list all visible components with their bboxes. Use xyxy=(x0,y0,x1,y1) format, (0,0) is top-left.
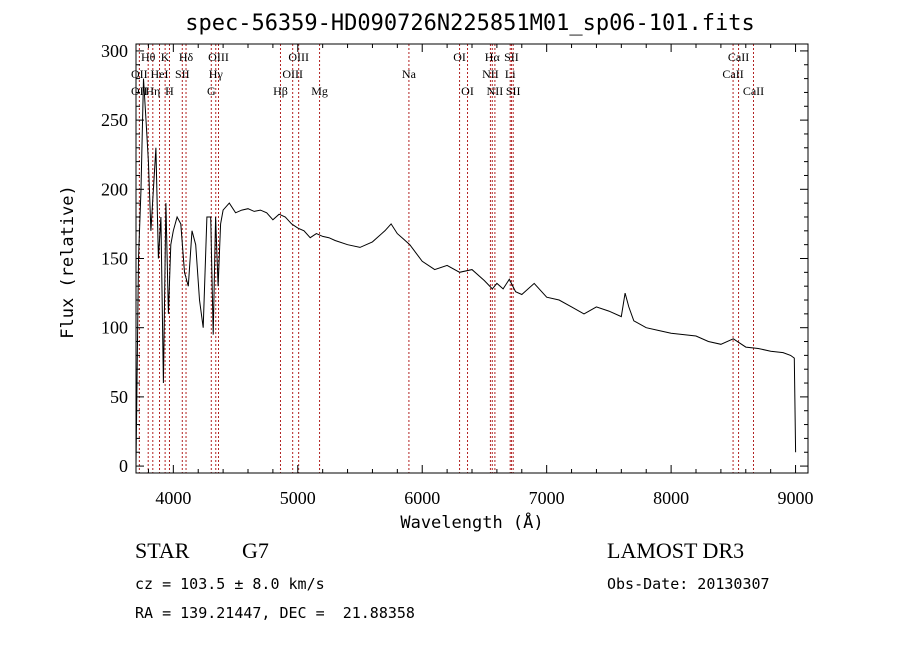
x-tick-label: 4000 xyxy=(155,488,191,508)
x-tick-label: 6000 xyxy=(404,488,440,508)
plot-frame xyxy=(135,43,809,474)
spectral-line-label: OII xyxy=(131,67,148,81)
spectral-line-label: OI xyxy=(453,50,466,64)
y-axis-label: Flux (relative) xyxy=(58,185,78,339)
spectral-line-label: SII xyxy=(506,84,521,98)
object-class: STAR xyxy=(135,538,190,563)
spectral-line-label: CaII xyxy=(743,84,764,98)
spectral-line-label: Hα xyxy=(485,50,501,64)
coordinates-readout: RA = 139.21447, DEC = 21.88358 xyxy=(135,604,415,622)
spectral-line-label: Mg xyxy=(311,84,328,98)
spectral-line-label: Na xyxy=(402,67,417,81)
y-tick-label: 100 xyxy=(101,318,128,338)
spectral-line-label: HeI xyxy=(151,67,169,81)
spectral-line-label: OIII xyxy=(288,50,309,64)
spectral-line-labels: OIIHθOIIHηHeIKHSIIHδHγGOIIIHβOIIIOIIIMgN… xyxy=(131,50,764,98)
observation-date: Obs-Date: 20130307 xyxy=(607,575,770,593)
x-tick-label: 7000 xyxy=(529,488,565,508)
spectral-line-label: G xyxy=(207,84,216,98)
x-tick-label: 5000 xyxy=(280,488,316,508)
y-tick-label: 150 xyxy=(101,249,128,269)
x-axis-ticks: 4000 5000 6000 7000 8000 9000 xyxy=(147,44,814,508)
spectral-line-label: K xyxy=(161,50,170,64)
spectral-line-label: Hδ xyxy=(179,50,194,64)
redshift-readout: cz = 103.5 ± 8.0 km/s xyxy=(135,575,325,593)
y-tick-label: 250 xyxy=(101,110,128,130)
spectral-line-label: SII xyxy=(175,67,190,81)
spectral-line-label: SII xyxy=(504,50,519,64)
spectral-line-label: OIII xyxy=(282,67,303,81)
spectral-line-label: OIII xyxy=(208,50,229,64)
spectral-line-label: NII xyxy=(482,67,499,81)
spectral-line-label: Hη xyxy=(145,84,160,98)
flux-series-line xyxy=(135,78,797,467)
spectral-line-label: H xyxy=(165,84,174,98)
spectral-line-markers xyxy=(138,44,754,473)
spectral-line-label: CaII xyxy=(722,67,743,81)
survey-name: LAMOST DR3 xyxy=(607,538,745,563)
spectral-line-label: Hθ xyxy=(141,50,156,64)
y-tick-label: 300 xyxy=(101,41,128,61)
x-tick-label: 8000 xyxy=(653,488,689,508)
y-tick-label: 200 xyxy=(101,179,128,199)
y-tick-label: 50 xyxy=(110,387,128,407)
spectral-line-label: NII xyxy=(487,84,504,98)
spectral-line-label: Li xyxy=(505,67,516,81)
spectral-line-label: OI xyxy=(461,84,474,98)
x-tick-label: 9000 xyxy=(778,488,814,508)
y-tick-label: 0 xyxy=(119,456,128,476)
spectral-line-label: Hγ xyxy=(209,67,224,81)
chart-title: spec-56359-HD090726N225851M01_sp06-101.f… xyxy=(185,11,755,36)
x-axis-label: Wavelength (Å) xyxy=(400,511,543,533)
object-subclass: G7 xyxy=(242,538,269,563)
spectral-line-label: CaII xyxy=(728,50,749,64)
spectral-line-label: Hβ xyxy=(273,84,288,98)
y-axis-ticks: 0 50 100 150 200 250 300 xyxy=(101,41,808,476)
